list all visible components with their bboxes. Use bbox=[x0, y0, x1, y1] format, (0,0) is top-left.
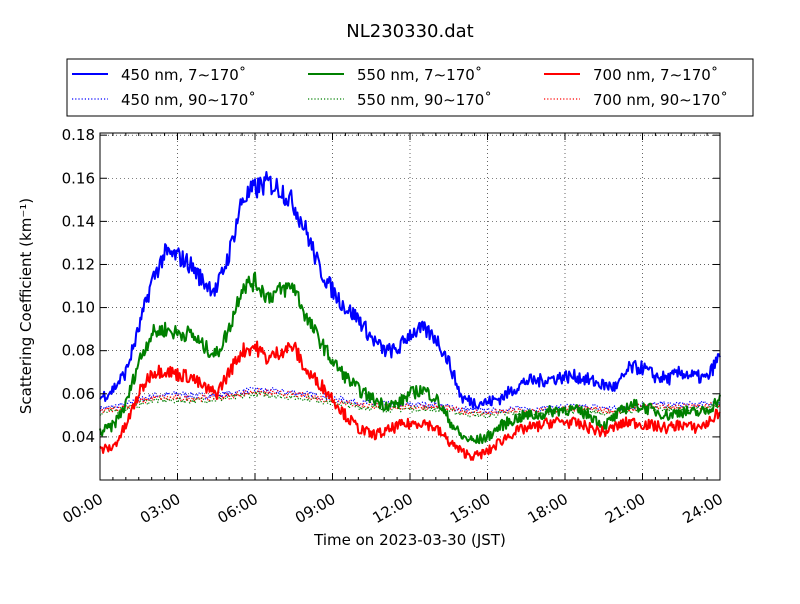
series-line-0 bbox=[99, 171, 721, 410]
series-line-4 bbox=[99, 390, 721, 419]
y-tick-label: 0.10 bbox=[62, 299, 95, 317]
legend-label-4: 550 nm, 90∼170˚ bbox=[357, 91, 492, 109]
series-lines bbox=[99, 171, 721, 461]
y-tick-label: 0.18 bbox=[62, 126, 95, 144]
y-tick-label: 0.12 bbox=[62, 255, 95, 273]
x-tick-label: 09:00 bbox=[292, 490, 338, 527]
x-axis-label: Time on 2023-03-30 (JST) bbox=[313, 531, 506, 549]
x-tick-label: 21:00 bbox=[602, 490, 648, 527]
legend: 450 nm, 7∼170˚ 550 nm, 7∼170˚ 700 nm, 7∼17… bbox=[66, 58, 754, 117]
x-tick-label: 12:00 bbox=[370, 490, 416, 527]
legend-label-0: 450 nm, 7∼170˚ bbox=[121, 66, 246, 84]
legend-box bbox=[66, 58, 754, 117]
legend-label-3: 450 nm, 90∼170˚ bbox=[121, 91, 256, 109]
y-tick-label: 0.14 bbox=[62, 212, 95, 230]
y-tick-label: 0.08 bbox=[62, 342, 95, 360]
y-tick-label: 0.06 bbox=[62, 385, 95, 403]
x-tick-label: 03:00 bbox=[137, 490, 183, 527]
y-tick-label: 0.04 bbox=[62, 428, 95, 446]
x-tick-label: 24:00 bbox=[680, 490, 726, 527]
chart-title: NL230330.dat bbox=[346, 21, 473, 42]
x-tick-label: 15:00 bbox=[447, 490, 493, 527]
legend-label-2: 700 nm, 7∼170˚ bbox=[593, 66, 718, 84]
x-tick-label: 06:00 bbox=[215, 490, 261, 527]
legend-label-5: 700 nm, 90∼170˚ bbox=[593, 91, 728, 109]
legend-label-1: 550 nm, 7∼170˚ bbox=[357, 66, 482, 84]
x-tick-label: 00:00 bbox=[60, 490, 106, 527]
x-tick-label: 18:00 bbox=[525, 490, 571, 527]
y-tick-label: 0.16 bbox=[62, 169, 95, 187]
y-axis-label: Scattering Coefficient (km⁻¹) bbox=[17, 198, 35, 414]
series-line-2 bbox=[99, 340, 721, 461]
series-line-1 bbox=[99, 271, 721, 445]
